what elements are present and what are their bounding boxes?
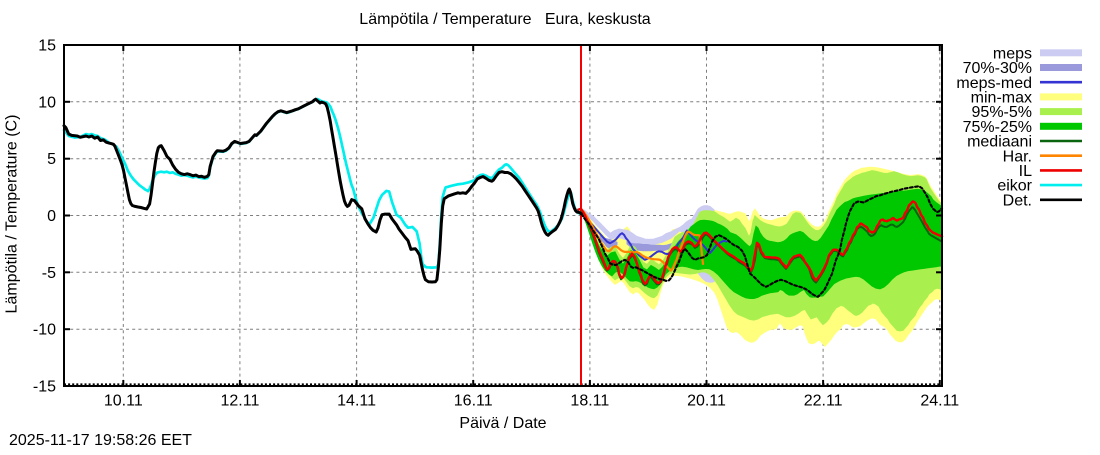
- svg-text:eikor: eikor: [997, 178, 1032, 195]
- svg-text:16.11: 16.11: [454, 393, 493, 410]
- svg-text:Har.: Har.: [1003, 148, 1032, 165]
- svg-text:14.11: 14.11: [337, 393, 376, 410]
- svg-text:12.11: 12.11: [221, 393, 260, 410]
- svg-text:75%-25%: 75%-25%: [963, 119, 1032, 136]
- svg-text:Päivä / Date: Päivä / Date: [459, 415, 546, 432]
- svg-text:meps-med: meps-med: [956, 75, 1032, 92]
- svg-text:5: 5: [47, 151, 56, 168]
- svg-text:10: 10: [38, 94, 56, 111]
- svg-text:10.11: 10.11: [104, 393, 143, 410]
- svg-text:IL: IL: [1019, 163, 1032, 180]
- svg-text:-5: -5: [42, 265, 56, 282]
- svg-text:0: 0: [47, 208, 56, 225]
- svg-text:24.11: 24.11: [920, 393, 959, 410]
- svg-text:22.11: 22.11: [804, 393, 843, 410]
- svg-text:2025-11-17 19:58:26 EET: 2025-11-17 19:58:26 EET: [9, 432, 192, 449]
- svg-text:-10: -10: [33, 322, 56, 339]
- svg-text:Det.: Det.: [1003, 192, 1032, 209]
- svg-text:Lämpötila / Temperature Eura: Lämpötila / Temperature Eura, keskusta: [359, 11, 651, 28]
- svg-text:meps: meps: [993, 45, 1032, 62]
- svg-text:18.11: 18.11: [570, 393, 609, 410]
- svg-text:-15: -15: [33, 379, 56, 396]
- svg-text:70%-30%: 70%-30%: [963, 60, 1032, 77]
- svg-text:95%-5%: 95%-5%: [972, 104, 1032, 121]
- svg-text:15: 15: [38, 37, 56, 54]
- svg-text:mediaani: mediaani: [967, 134, 1032, 151]
- svg-text:min-max: min-max: [971, 90, 1032, 107]
- svg-text:20.11: 20.11: [687, 393, 726, 410]
- svg-text:Lämpötila / Temperature (C): Lämpötila / Temperature (C): [4, 115, 21, 314]
